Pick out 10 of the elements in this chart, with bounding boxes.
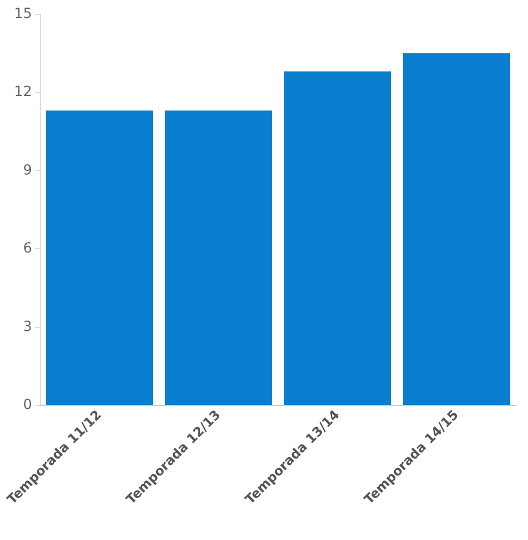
y-tick-label: 0 <box>23 397 32 413</box>
y-tick-label: 6 <box>23 240 32 257</box>
bar <box>402 53 510 405</box>
y-tick-label: 12 <box>14 84 32 100</box>
bar <box>164 110 272 405</box>
bar <box>284 71 392 405</box>
y-tick-label: 3 <box>23 318 32 335</box>
y-tick-label: 9 <box>23 162 32 178</box>
bar <box>46 110 154 405</box>
y-tick-label: 15 <box>14 6 32 22</box>
